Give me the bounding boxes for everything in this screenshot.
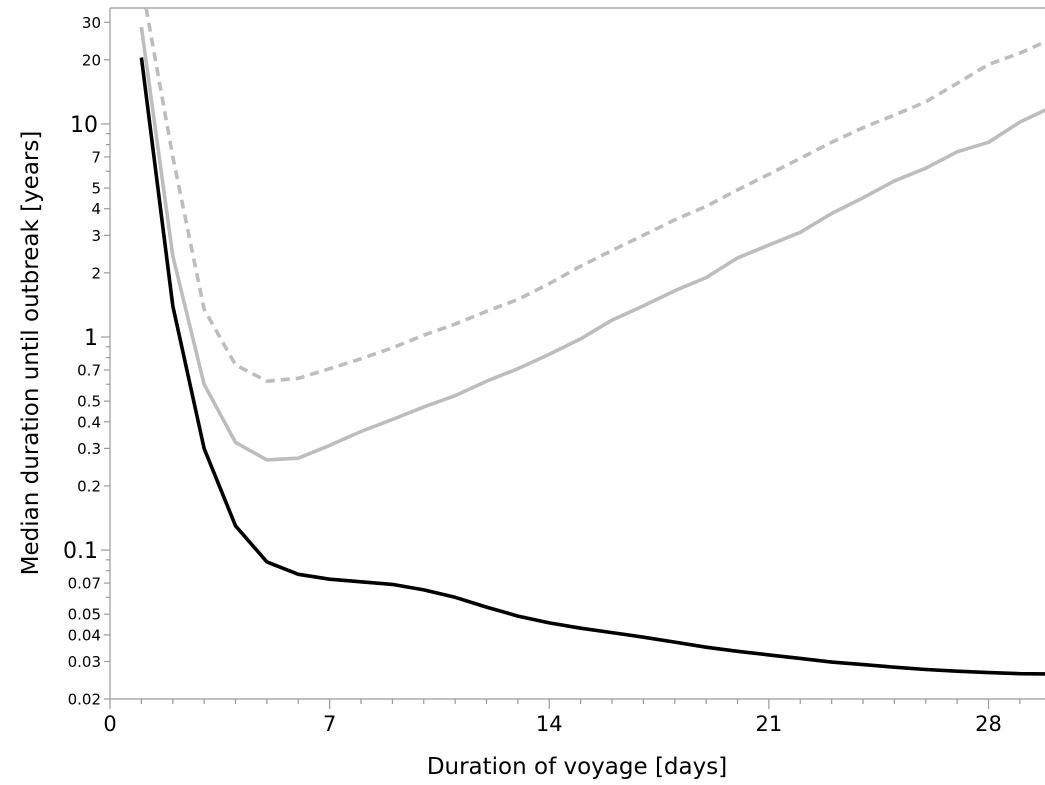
y-tick-label: 0.4 [77,413,101,431]
y-tick-label: 10 [70,113,98,138]
x-tick-label: 14 [536,712,563,736]
x-tick-label: 0 [103,712,116,736]
y-tick-label: 0.07 [68,575,101,593]
x-axis-ticks: 0 7 14 21 28 [103,699,1021,736]
y-tick-label: 3 [91,227,101,245]
y-tick-label: 1 [84,326,98,351]
y-axis-ticks: 0.02 0.03 0.04 0.05 0.07 0.1 0.2 0.3 0.4 0.5 0.7 1 2… [63,14,110,709]
y-tick-label: 2 [91,264,101,282]
series-line-grey-dashed [144,8,1045,384]
y-tick-label: 0.5 [77,393,101,411]
y-tick-label: 5 [91,180,101,198]
x-axis-title: Duration of voyage [days] [427,754,727,780]
x-tick-label: 21 [756,712,783,736]
x-tick-label: 7 [323,712,336,736]
y-tick-label: 7 [91,148,101,166]
y-tick-label: 0.3 [77,440,101,458]
y-tick-label: 0.2 [77,477,101,495]
series-line-black-solid [139,57,1045,676]
y-axis-title: Median duration until outbreak [years] [18,131,44,576]
y-tick-label: 0.02 [68,691,101,709]
y-tick-label: 4 [91,200,101,218]
y-tick-label: 30 [82,14,101,32]
y-tick-label: 20 [82,51,101,69]
y-tick-label: 0.03 [68,653,101,671]
y-tick-label: 0.1 [63,539,98,564]
series-layer [139,8,1045,676]
y-tick-label: 0.05 [68,606,101,624]
y-tick-label: 0.04 [68,626,101,644]
series-line-grey-solid [139,26,1045,462]
plot-frame [109,7,1045,700]
x-tick-label: 28 [975,712,1002,736]
y-tick-label: 0.7 [77,362,101,380]
